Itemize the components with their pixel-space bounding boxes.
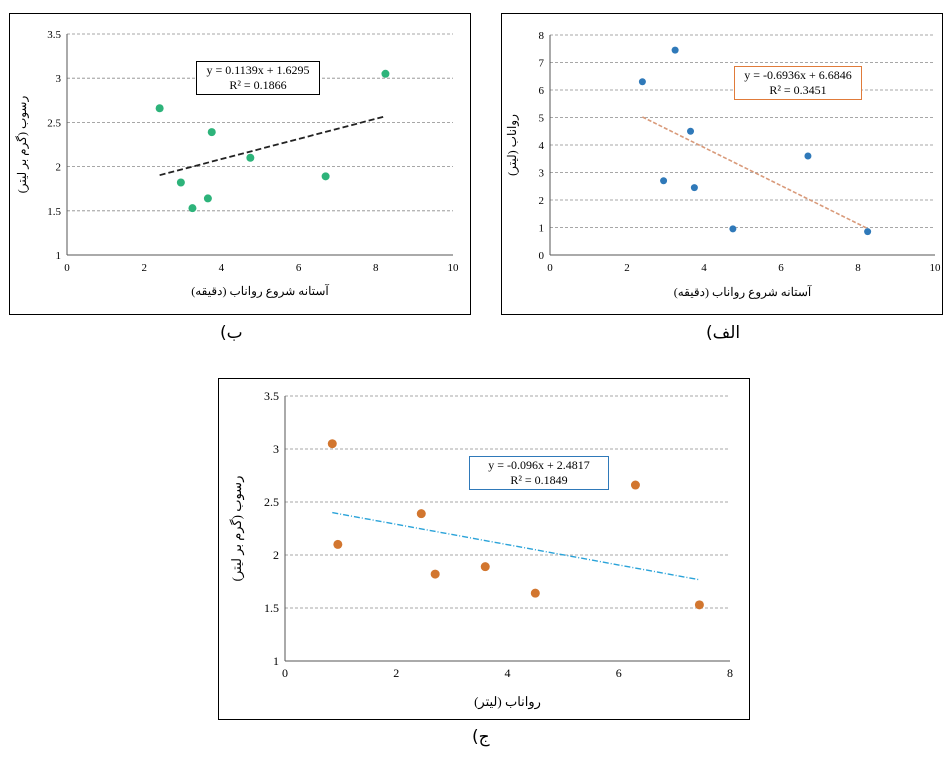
y-tick-label-jim: 1.5 <box>264 601 279 615</box>
y-tick-label-alef: 6 <box>539 85 545 97</box>
r-squared-b: R² = 0.1866 <box>229 78 287 92</box>
x-tick-label-alef: 6 <box>778 262 784 274</box>
caption-alef: الف) <box>706 323 741 343</box>
data-point-b-2 <box>188 204 197 213</box>
y-tick-label-alef: 1 <box>539 223 545 235</box>
data-point-jim-1 <box>333 539 343 549</box>
y-tick-label-alef: 8 <box>539 30 545 42</box>
chart-panel-jim: 1 1.5 2 2.5 3 3.5 0 2 4 6 8 رواناب (لیتر) رسوب (گرم … <box>218 378 750 720</box>
x-tick-label-jim: 2 <box>393 666 399 680</box>
data-point-b-3 <box>203 194 212 203</box>
y-tick-label-jim: 3.5 <box>264 389 279 403</box>
y-tick-label-b: 1.5 <box>47 206 61 218</box>
trendline-jim <box>332 511 700 581</box>
y-axis-label-jim: رسوب (گرم بر لیتر) <box>229 476 245 582</box>
scatter-plot-alef: 0 1 2 3 4 5 6 7 8 0 2 4 6 8 10 آستانه شروع رواناب (دقیق… <box>505 30 942 299</box>
y-tick-label-alef: 2 <box>539 195 545 207</box>
chart-panel-b: 1 1.5 2 2.5 3 3.5 0 2 4 6 8 10 آستانه شروع رواناب (د… <box>9 13 471 315</box>
x-tick-label-b: 0 <box>64 262 70 274</box>
r-squared-jim: R² = 0.1849 <box>510 473 568 487</box>
data-point-jim-3 <box>430 569 440 579</box>
x-tick-label-b: 6 <box>296 262 302 274</box>
data-point-jim-6 <box>630 480 640 490</box>
y-tick-label-jim: 3 <box>273 442 279 456</box>
x-axis-label-b: آستانه شروع رواناب (دقیقه) <box>191 283 329 298</box>
x-tick-label-alef: 10 <box>930 262 942 274</box>
x-tick-label-b: 2 <box>141 262 147 274</box>
data-point-alef-6 <box>804 152 812 160</box>
x-tick-label-jim: 6 <box>616 666 622 680</box>
y-tick-label-alef: 4 <box>539 140 545 152</box>
data-point-b-6 <box>321 172 330 181</box>
scatter-plot-b: 1 1.5 2 2.5 3 3.5 0 2 4 6 8 10 آستانه شروع رواناب (د… <box>15 29 460 298</box>
y-tick-label-jim: 2 <box>273 548 279 562</box>
data-point-jim-7 <box>694 600 704 610</box>
data-point-alef-1 <box>660 177 668 185</box>
equation-box-alef: y = -0.6936x + 6.6846 R² = 0.3451 <box>734 66 862 100</box>
x-tick-label-alef: 0 <box>547 262 553 274</box>
data-point-alef-5 <box>729 225 737 233</box>
y-axis-label-b: رسوب (گرم بر لیتر) <box>15 96 29 194</box>
y-tick-label-b: 2 <box>56 162 62 174</box>
x-tick-label-jim: 8 <box>727 666 733 680</box>
data-point-alef-2 <box>671 46 679 54</box>
x-tick-label-jim: 4 <box>505 666 511 680</box>
x-tick-label-jim: 0 <box>282 666 288 680</box>
y-tick-label-alef: 3 <box>539 168 545 180</box>
x-tick-label-alef: 4 <box>701 262 707 274</box>
data-point-jim-4 <box>480 562 490 572</box>
scatter-plot-jim: 1 1.5 2 2.5 3 3.5 0 2 4 6 8 رواناب (لیتر) رسوب (گرم … <box>229 389 733 710</box>
y-axis-label-alef: رواناب (لیتر) <box>505 114 519 176</box>
r-squared-alef: R² = 0.3451 <box>769 83 827 97</box>
y-tick-label-alef: 0 <box>539 250 545 262</box>
y-tick-label-jim: 1 <box>273 654 279 668</box>
caption-b: ب) <box>220 323 243 343</box>
y-tick-label-b: 3.5 <box>47 29 61 41</box>
data-point-alef-3 <box>687 127 695 135</box>
y-tick-label-b: 3 <box>56 73 62 85</box>
data-point-b-1 <box>176 178 185 187</box>
data-point-alef-4 <box>690 184 698 192</box>
data-point-alef-7 <box>864 228 872 236</box>
x-tick-label-b: 4 <box>219 262 225 274</box>
equation-jim: y = -0.096x + 2.4817 <box>488 458 590 472</box>
caption-jim: ج) <box>472 727 490 747</box>
y-tick-label-jim: 2.5 <box>264 495 279 509</box>
equation-alef: y = -0.6936x + 6.6846 <box>744 68 852 82</box>
data-point-b-0 <box>155 104 164 113</box>
x-axis-label-alef: آستانه شروع رواناب (دقیقه) <box>674 284 812 299</box>
trendline-b <box>159 115 386 177</box>
data-point-jim-2 <box>416 509 426 519</box>
y-tick-label-alef: 5 <box>539 113 545 125</box>
data-point-jim-0 <box>327 439 337 449</box>
x-tick-label-alef: 2 <box>624 262 630 274</box>
x-tick-label-alef: 8 <box>855 262 861 274</box>
x-tick-label-b: 10 <box>448 262 460 274</box>
x-tick-label-b: 8 <box>373 262 379 274</box>
data-point-jim-5 <box>530 588 540 598</box>
equation-b: y = 0.1139x + 1.6295 <box>206 63 310 77</box>
y-tick-label-alef: 7 <box>539 58 545 70</box>
chart-panel-alef: 0 1 2 3 4 5 6 7 8 0 2 4 6 8 10 آستانه شروع رواناب (دقیق… <box>501 13 943 315</box>
x-axis-label-jim: رواناب (لیتر) <box>474 694 541 710</box>
data-point-b-4 <box>207 128 216 137</box>
equation-box-jim: y = -0.096x + 2.4817 R² = 0.1849 <box>469 456 609 490</box>
data-point-b-5 <box>246 153 255 162</box>
data-point-b-7 <box>381 69 390 78</box>
equation-box-b: y = 0.1139x + 1.6295 R² = 0.1866 <box>196 61 320 95</box>
data-point-alef-0 <box>638 78 646 86</box>
y-tick-label-b: 1 <box>56 250 62 262</box>
y-tick-label-b: 2.5 <box>47 117 61 129</box>
